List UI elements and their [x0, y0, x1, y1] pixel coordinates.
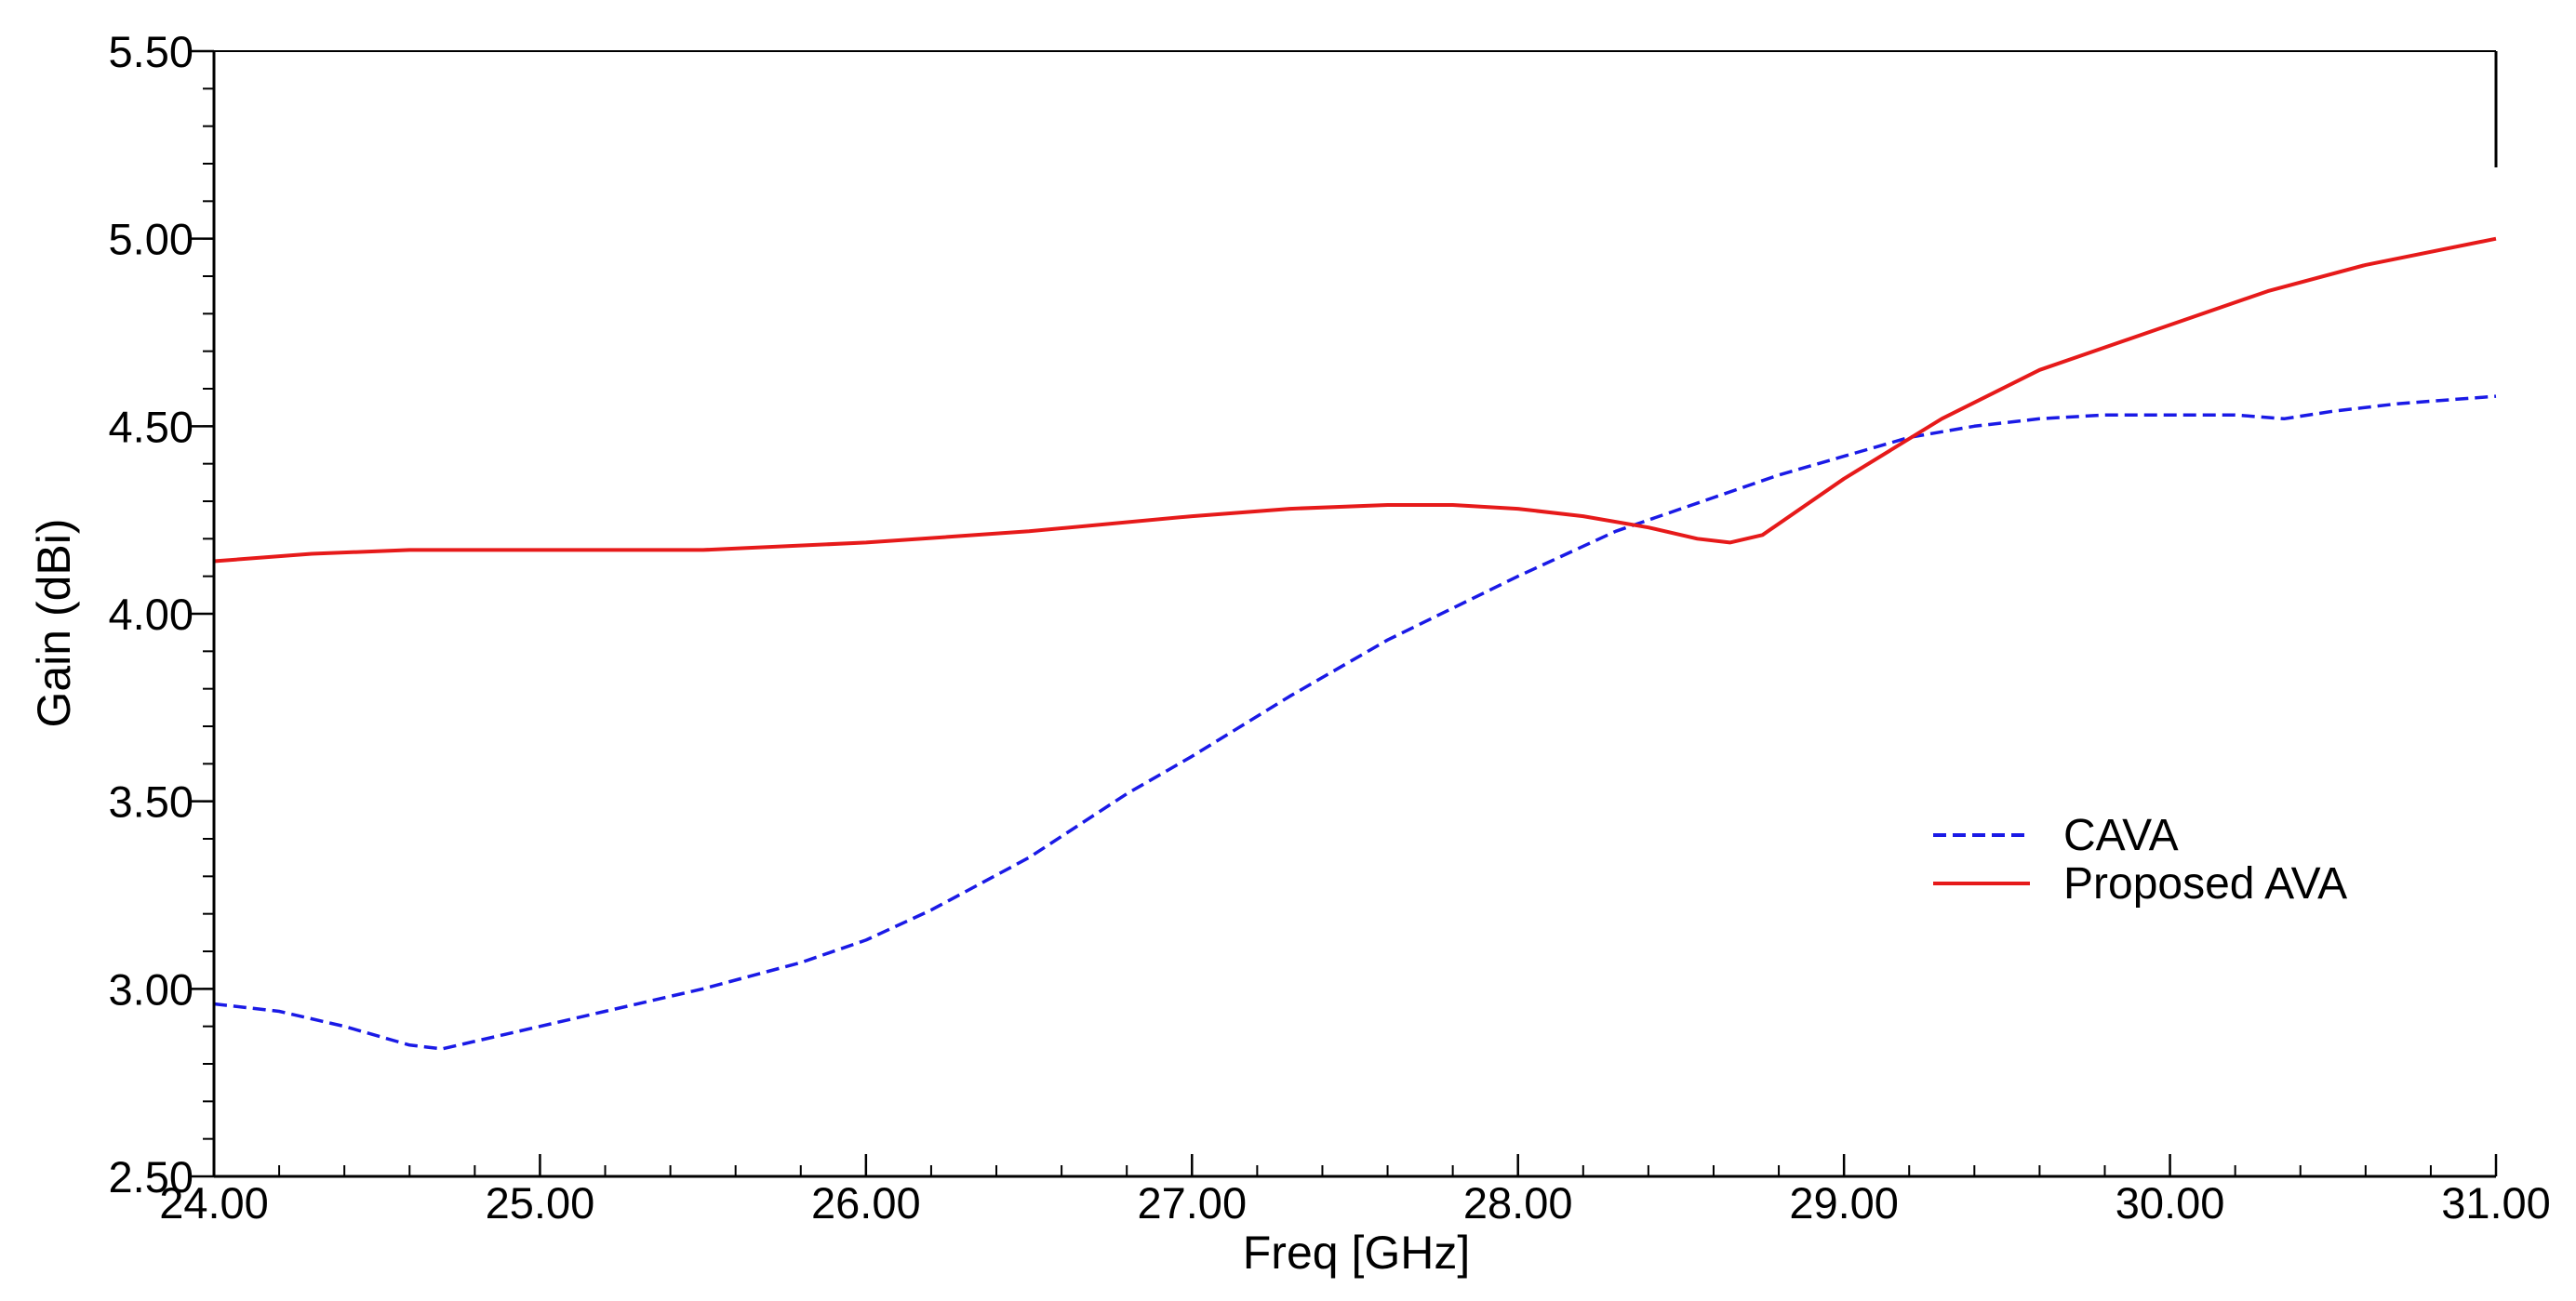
y-tick-label: 4.00: [109, 590, 194, 639]
y-tick-label: 5.50: [109, 27, 194, 76]
x-tick-label: 30.00: [2116, 1178, 2225, 1228]
series-line-cava: [213, 394, 2497, 1051]
series-layer: [213, 236, 2497, 1051]
major-ticks: [192, 49, 2498, 1178]
x-tick-label: 31.00: [2441, 1178, 2551, 1228]
x-tick-label: 26.00: [811, 1178, 921, 1228]
series-line-proposed-ava: [213, 236, 2497, 564]
x-tick-label: 25.00: [486, 1178, 595, 1228]
x-tick-label: 29.00: [1789, 1178, 1899, 1228]
x-tick-label: 27.00: [1137, 1178, 1247, 1228]
y-tick-label: 5.00: [109, 215, 194, 264]
y-tick-label: 3.00: [109, 964, 194, 1014]
x-tick-label: 24.00: [159, 1178, 269, 1228]
x-tick-label: 28.00: [1463, 1178, 1573, 1228]
y-axis-title: Gain (dBi): [28, 518, 80, 727]
legend-label-cava: CAVA: [2063, 811, 2179, 860]
y-tick-label: 2.50: [109, 1152, 194, 1201]
legend: CAVA Proposed AVA: [1933, 811, 2347, 909]
axes-layer: [212, 50, 2498, 1178]
legend-label-proposed-ava: Proposed AVA: [2063, 859, 2347, 909]
tick-labels: 24.00 25.00 26.00 27.00 28.00 29.00 30.00 31.00…: [109, 27, 2551, 1228]
y-tick-label: 4.50: [109, 402, 194, 451]
x-axis-title: Freq [GHz]: [1243, 1227, 1470, 1279]
y-tick-label: 3.50: [109, 777, 194, 827]
